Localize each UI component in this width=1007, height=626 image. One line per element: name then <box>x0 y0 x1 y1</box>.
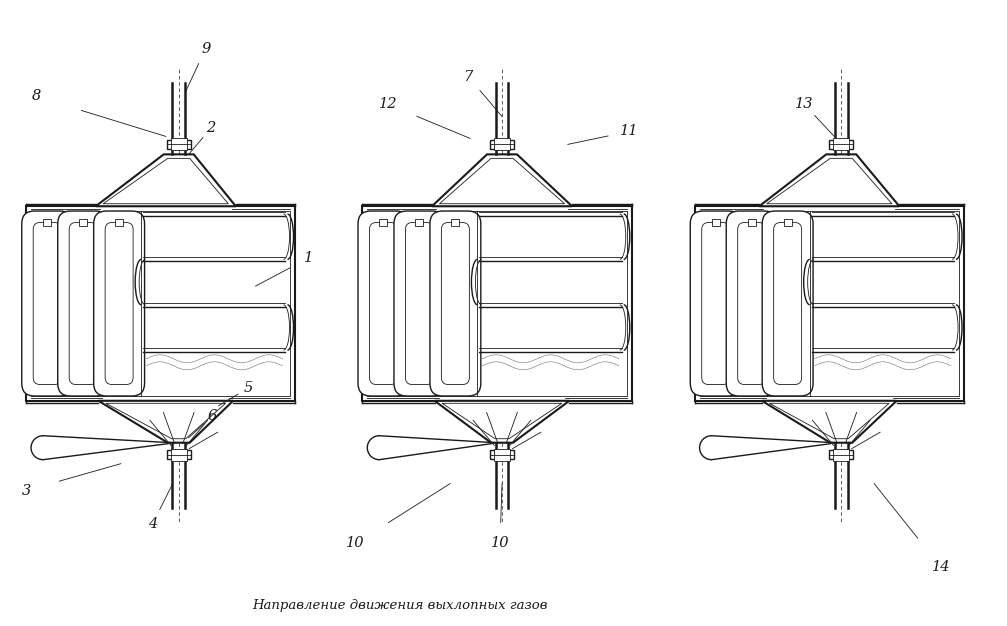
Bar <box>830 450 853 459</box>
FancyBboxPatch shape <box>394 211 445 396</box>
Text: 10: 10 <box>346 536 365 550</box>
Bar <box>833 449 849 461</box>
Text: 3: 3 <box>21 484 30 498</box>
Bar <box>171 138 186 150</box>
Bar <box>490 450 514 459</box>
Text: 6: 6 <box>208 409 218 423</box>
FancyBboxPatch shape <box>690 211 741 396</box>
Bar <box>490 140 514 149</box>
FancyBboxPatch shape <box>430 211 480 396</box>
Bar <box>115 218 123 226</box>
Polygon shape <box>432 155 572 206</box>
Text: 10: 10 <box>490 536 510 550</box>
Bar <box>31 211 290 396</box>
Bar <box>380 218 388 226</box>
Bar <box>833 138 849 150</box>
Text: 8: 8 <box>31 90 40 103</box>
Bar <box>363 206 631 401</box>
Text: 11: 11 <box>620 125 639 138</box>
FancyBboxPatch shape <box>94 211 145 396</box>
FancyBboxPatch shape <box>358 211 409 396</box>
Polygon shape <box>99 401 233 443</box>
Text: 14: 14 <box>931 560 951 575</box>
Bar <box>26 206 295 401</box>
Text: 12: 12 <box>379 98 398 111</box>
Bar <box>368 211 626 396</box>
Bar <box>43 218 51 226</box>
Polygon shape <box>759 155 899 206</box>
FancyBboxPatch shape <box>57 211 109 396</box>
FancyBboxPatch shape <box>22 211 73 396</box>
Bar <box>451 218 459 226</box>
Bar <box>494 138 510 150</box>
Text: 9: 9 <box>201 41 210 56</box>
FancyBboxPatch shape <box>762 211 813 396</box>
Bar <box>416 218 423 226</box>
Polygon shape <box>96 155 236 206</box>
Bar <box>80 218 88 226</box>
Text: 5: 5 <box>244 381 253 395</box>
Bar <box>695 206 964 401</box>
Text: 1: 1 <box>304 251 313 265</box>
Bar <box>167 140 190 149</box>
Text: 4: 4 <box>148 516 157 530</box>
Bar <box>167 450 190 459</box>
Bar <box>712 218 720 226</box>
Bar <box>171 449 186 461</box>
Bar <box>830 140 853 149</box>
Text: 2: 2 <box>206 121 215 135</box>
FancyBboxPatch shape <box>726 211 777 396</box>
Bar <box>494 449 510 461</box>
Text: 7: 7 <box>463 69 472 83</box>
Polygon shape <box>435 401 569 443</box>
Text: Направление движения выхлопных газов: Направление движения выхлопных газов <box>253 599 548 612</box>
Polygon shape <box>762 401 896 443</box>
Bar <box>783 218 792 226</box>
Bar <box>700 211 959 396</box>
Text: 13: 13 <box>796 98 814 111</box>
Bar <box>747 218 755 226</box>
